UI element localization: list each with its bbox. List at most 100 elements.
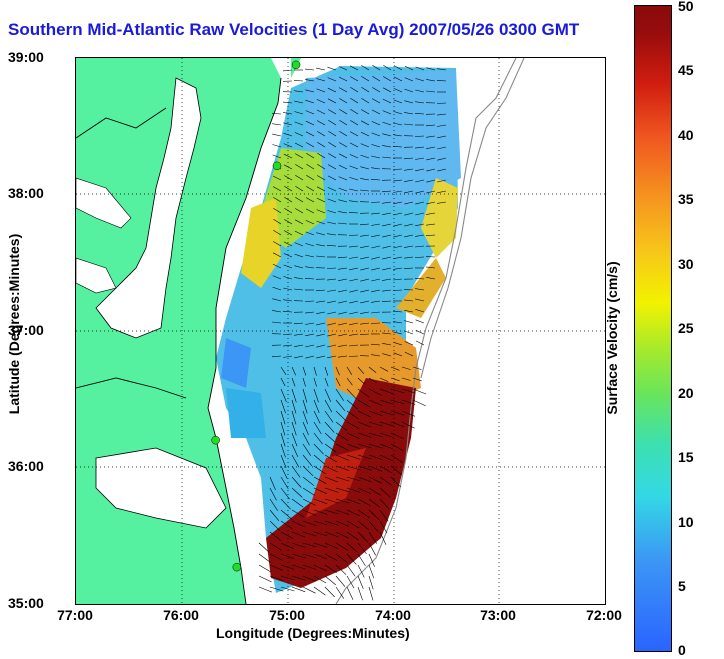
velocity-arrow [280,520,293,530]
velocity-arrow [283,230,293,236]
colorbar [634,5,672,652]
velocity-arrow [324,476,339,483]
velocity-arrow [390,410,405,416]
velocity-arrow [357,586,363,601]
velocity-arrow [291,443,299,457]
velocity-arrow [392,146,403,148]
velocity-arrow [357,399,371,408]
velocity-arrow [390,421,405,428]
velocity-arrow [335,443,349,451]
velocity-arrow [415,223,425,227]
velocity-arrow [269,520,281,532]
velocity-arrow [357,509,370,518]
velocity-arrow [382,234,392,238]
velocity-arrow [324,421,335,433]
velocity-arrow [305,131,315,137]
velocity-arrow [368,443,383,449]
velocity-arrow [324,553,338,561]
colorbar-tick: 30 [678,256,694,272]
velocity-arrow [306,142,315,148]
velocity-arrow [295,164,304,170]
velocity-arrow [349,165,359,170]
velocity-arrow [304,278,315,280]
velocity-arrow [327,210,337,214]
velocity-arrow [284,196,293,203]
velocity-arrow [404,168,414,171]
velocity-arrow [273,230,282,236]
velocity-arrow [304,300,315,302]
velocity-arrow [338,164,348,170]
velocity-arrow [357,454,372,460]
velocity-arrow [284,208,293,214]
velocity-arrow [357,476,372,483]
velocity-arrow [404,330,414,335]
velocity-arrow [368,586,374,601]
velocity-arrow [371,132,381,137]
velocity-arrow [371,267,381,271]
velocity-arrow [337,256,348,259]
x-tick: 73:00 [480,607,516,623]
velocity-arrow [283,344,293,347]
velocity-arrow [295,185,304,192]
velocity-arrow [372,64,381,71]
velocity-arrow [305,355,315,359]
velocity-arrow [284,186,293,192]
velocity-arrow [350,120,359,126]
velocity-arrow [393,65,403,71]
velocity-arrow [328,120,337,126]
velocity-arrow [305,197,315,203]
velocity-arrow [426,179,436,183]
velocity-arrow [293,322,304,325]
velocity-arrow [295,197,304,203]
velocity-arrow [313,476,327,484]
velocity-arrow [280,399,286,414]
velocity-arrow [415,319,425,324]
velocity-arrow [437,168,447,172]
velocity-arrow [415,66,425,71]
velocity-arrow [382,343,392,346]
velocity-arrow [370,343,381,346]
velocity-arrow [294,355,304,359]
velocity-arrow [425,124,436,127]
velocity-arrow [404,212,414,216]
velocity-arrow [379,388,394,395]
velocity-arrow [306,186,315,192]
velocity-arrow [291,388,297,403]
velocity-arrow [313,432,323,445]
velocity-arrow [327,278,337,281]
velocity-arrow [393,352,403,357]
velocity-arrow [390,377,400,382]
velocity-arrow [393,88,403,93]
velocity-arrow [316,120,326,126]
velocity-arrow [338,267,348,270]
velocity-arrow [302,564,317,570]
velocity-arrow [346,432,360,439]
velocity-arrow [357,388,370,398]
velocity-arrow [346,377,353,386]
velocity-arrow [382,353,392,357]
velocity-arrow [280,509,292,520]
velocity-arrow [371,167,381,170]
velocity-arrow [294,153,304,159]
velocity-arrow [339,142,348,148]
velocity-arrow [316,355,326,359]
velocity-arrow [258,586,273,593]
velocity-arrow [393,278,403,281]
velocity-arrow [360,311,370,314]
velocity-arrow [393,190,403,193]
map-plot-area[interactable] [75,57,606,605]
velocity-arrow [291,498,304,508]
velocity-arrow [291,531,306,538]
velocity-arrow [291,476,302,488]
velocity-arrow [349,300,359,304]
velocity-arrow [425,234,436,236]
velocity-arrow [379,509,389,522]
velocity-arrow [294,265,304,269]
radar-station-marker [291,60,301,70]
velocity-arrow [327,87,337,93]
velocity-arrow [291,575,306,581]
velocity-arrow [349,333,359,336]
velocity-arrow [360,267,370,271]
velocity-arrow [415,146,425,149]
coastline [76,77,282,604]
